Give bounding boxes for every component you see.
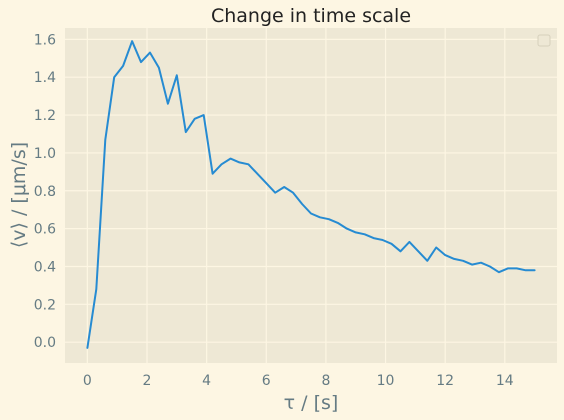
legend [537,34,551,47]
y-tick-label: 0.8 [34,184,56,200]
x-tick-label: 6 [262,373,271,389]
x-tick-label: 8 [321,373,330,389]
legend-box [537,34,551,47]
y-tick-labels: 0.0 0.2 0.4 0.6 0.8 1.0 1.2 1.4 1.6 [34,32,56,351]
x-tick-label: 10 [377,373,395,389]
y-tick-label: 0.0 [34,335,56,351]
y-tick-label: 1.4 [34,70,56,86]
series-layer [86,40,536,349]
x-axis-label: τ / [s] [284,392,339,414]
x-gridlines [86,28,506,363]
y-tick-label: 0.2 [34,297,56,313]
chart-title: Change in time scale [211,5,411,27]
y-axis-label: ⟨v⟩ / [μm/s] [8,142,30,248]
x-tick-labels: 0 2 4 6 8 10 12 14 [83,373,514,389]
x-tick-label: 14 [496,373,514,389]
x-tick-label: 2 [143,373,152,389]
x-tick-label: 12 [436,373,454,389]
x-tick-label: 4 [202,373,211,389]
plot-area [65,28,557,363]
y-tick-label: 1.6 [34,32,56,48]
series-line [86,40,536,349]
y-tick-label: 0.4 [34,259,56,275]
y-gridlines [65,38,557,343]
y-tick-label: 0.6 [34,222,56,238]
y-tick-label: 1.0 [34,146,56,162]
y-tick-label: 1.2 [34,108,56,124]
x-tick-label: 0 [83,373,92,389]
